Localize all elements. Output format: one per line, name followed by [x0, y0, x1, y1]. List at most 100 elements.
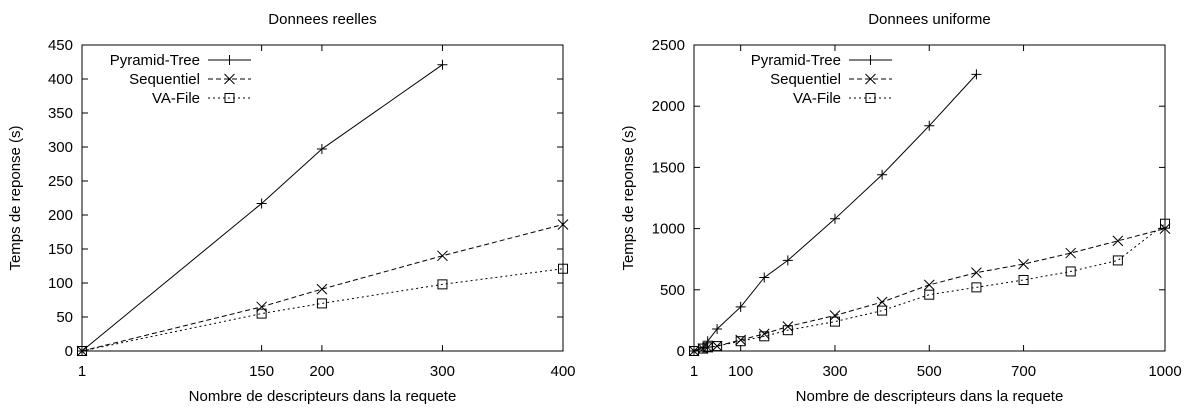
x-tick-label: 400	[550, 363, 575, 380]
legend-marker-va-file	[224, 93, 235, 103]
legend-marker-va-file	[865, 93, 876, 103]
series-sequentiel	[76, 219, 569, 357]
legend-marker-sequentiel	[224, 73, 235, 85]
legend-label: Sequentiel	[129, 71, 200, 88]
y-tick-label: 450	[48, 37, 73, 54]
data-point-pyramid-tree	[256, 198, 267, 209]
series-pyramid-tree	[77, 59, 448, 356]
x-axis-title: Nombre de descripteurs dans la requete	[189, 388, 457, 405]
data-point-va-file	[1160, 218, 1170, 229]
data-point-sequentiel	[971, 267, 982, 279]
data-point-pyramid-tree	[759, 272, 770, 283]
data-point-sequentiel	[758, 328, 770, 340]
series-va-file	[689, 218, 1170, 356]
y-tick-label: 0	[677, 343, 685, 360]
y-tick-label: 150	[48, 241, 73, 258]
chart-title: Donnees uniforme	[868, 11, 991, 28]
data-point-pyramid-tree	[316, 144, 327, 155]
data-point-pyramid-tree	[782, 255, 793, 266]
series-line-pyramid-tree	[81, 64, 443, 352]
y-tick-label: 200	[48, 207, 73, 224]
y-tick-label: 400	[48, 71, 73, 88]
data-point-sequentiel	[876, 296, 888, 308]
y-tick-label: 300	[48, 139, 73, 156]
data-point-va-file	[782, 325, 793, 336]
data-point-va-file	[712, 341, 723, 352]
plot-frame	[81, 44, 564, 352]
data-point-sequentiel	[1065, 247, 1077, 259]
data-point-va-file	[924, 289, 935, 300]
data-point-sequentiel	[923, 279, 935, 291]
data-point-va-file	[316, 298, 327, 309]
data-point-pyramid-tree	[829, 213, 840, 224]
legend-label: VA-File	[152, 90, 200, 107]
data-point-va-file	[971, 282, 982, 293]
legend-marker-pyramid-tree	[224, 55, 235, 65]
data-point-pyramid-tree	[712, 323, 723, 334]
data-point-va-file	[256, 308, 267, 319]
data-point-pyramid-tree	[437, 59, 448, 70]
data-point-sequentiel	[1018, 258, 1029, 270]
y-tick-label: 0	[65, 343, 73, 360]
y-tick-label: 50	[56, 309, 73, 326]
data-point-va-file	[735, 336, 746, 347]
x-tick-label: 500	[917, 363, 942, 380]
x-tick-label: 300	[430, 363, 455, 380]
plot-frame	[693, 44, 1166, 352]
data-point-pyramid-tree	[877, 169, 888, 180]
legend-label: Sequentiel	[770, 71, 841, 88]
y-tick-label: 100	[48, 275, 73, 292]
data-point-va-file	[437, 279, 448, 290]
data-point-sequentiel	[782, 321, 794, 332]
series-line-sequentiel	[81, 224, 564, 352]
data-point-sequentiel	[437, 250, 448, 262]
data-point-sequentiel	[256, 301, 267, 313]
legend-label: Pyramid-Tree	[110, 52, 200, 69]
x-tick-label: 700	[1011, 363, 1036, 380]
chart-donnees-reelles: Donnees reelles 0 50 100 150 200 250 300 350 400 4…	[7, 11, 576, 405]
series-pyramid-tree	[689, 69, 982, 356]
data-point-sequentiel	[711, 340, 723, 352]
y-axis-title: Temps de reponse (s)	[620, 125, 637, 270]
y-tick-label: 1000	[652, 221, 685, 238]
data-point-va-file	[558, 263, 568, 274]
x-tick-label: 200	[309, 363, 334, 380]
y-tick-label: 500	[660, 282, 685, 299]
series-line-va-file	[81, 268, 564, 352]
data-point-sequentiel	[557, 219, 569, 230]
data-point-pyramid-tree	[735, 301, 746, 312]
series-line-pyramid-tree	[693, 74, 977, 352]
y-tick-label: 2000	[652, 98, 685, 115]
x-tick-label: 300	[822, 363, 847, 380]
data-point-va-file	[77, 346, 87, 356]
x-axis-title: Nombre de descripteurs dans la requete	[796, 388, 1064, 405]
data-point-va-file	[829, 316, 840, 327]
legend-marker-sequentiel	[865, 73, 876, 85]
legend-marker-pyramid-tree	[865, 55, 876, 65]
y-tick-label: 2500	[652, 37, 685, 54]
data-point-sequentiel	[829, 310, 841, 321]
data-point-pyramid-tree	[971, 69, 982, 80]
x-tick-label: 1000	[1148, 363, 1181, 380]
x-tick-label: 1	[78, 363, 86, 380]
chart-title: Donnees reelles	[268, 11, 376, 28]
y-tick-label: 250	[48, 173, 73, 190]
y-axis-title: Temps de reponse (s)	[7, 125, 24, 270]
data-point-va-file	[877, 305, 888, 316]
y-tick-label: 350	[48, 105, 73, 122]
chart-donnees-uniforme: Donnees uniforme 0 500 1000 1500 2000 2500 1 100…	[620, 11, 1182, 405]
data-point-pyramid-tree	[924, 120, 935, 131]
series-va-file	[77, 263, 568, 356]
y-tick-label: 1500	[652, 159, 685, 176]
x-tick-label: 100	[728, 363, 753, 380]
x-tick-label: 150	[249, 363, 274, 380]
data-point-va-file	[759, 331, 770, 342]
x-tick-label: 1	[690, 363, 698, 380]
legend-label: Pyramid-Tree	[751, 52, 841, 69]
data-point-va-file	[1065, 266, 1076, 277]
data-point-sequentiel	[316, 283, 328, 295]
data-point-va-file	[1112, 255, 1123, 266]
data-point-sequentiel	[1112, 235, 1124, 247]
legend-label: VA-File	[793, 90, 841, 107]
